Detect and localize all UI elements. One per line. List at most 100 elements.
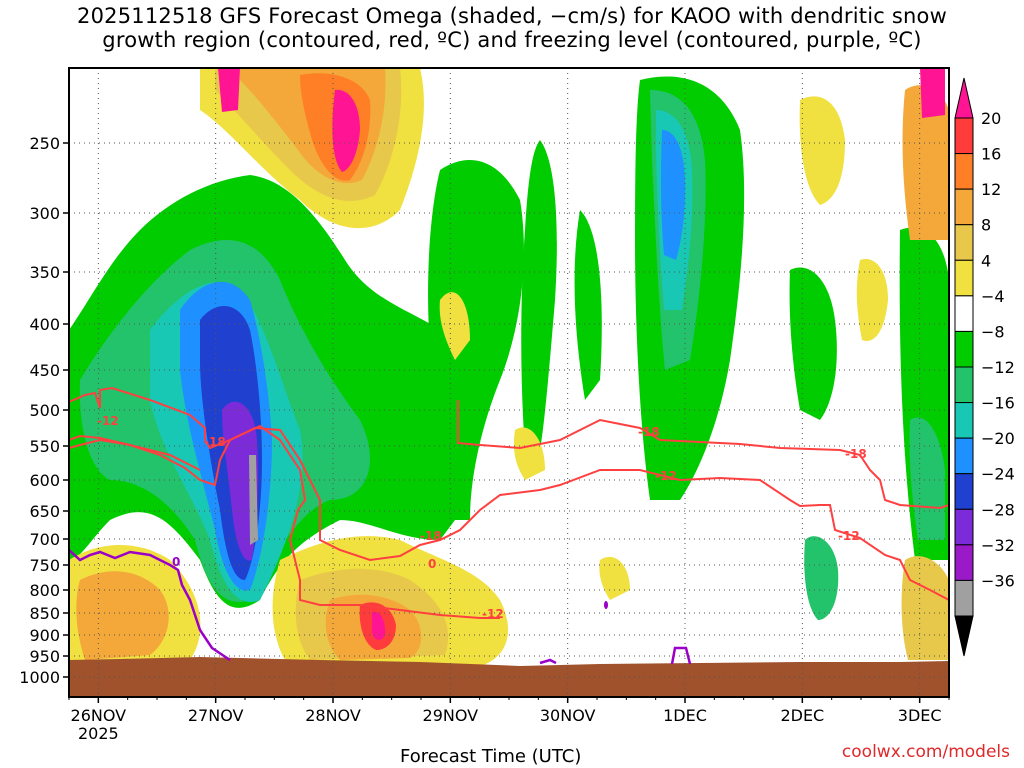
omega-region-dec3-orange bbox=[902, 85, 949, 241]
y-axis: 250 300 350 400 450 500 550 600 650 700 750 800 850 9… bbox=[19, 134, 69, 687]
contour-freezing-level-dot bbox=[604, 601, 608, 609]
colorbar-swatch bbox=[954, 224, 974, 261]
y-tick-label: 950 bbox=[29, 647, 60, 666]
title-line-1: 2025112518 GFS Forecast Omega (shaded, −… bbox=[77, 4, 947, 28]
omega-region-mid-green-2 bbox=[521, 140, 557, 450]
colorbar-label: 8 bbox=[981, 216, 991, 235]
y-tick-label: 700 bbox=[29, 530, 60, 549]
title-line-2: growth region (contoured, red, ºC) and f… bbox=[102, 28, 922, 52]
omega-region-mid-yellow-3 bbox=[599, 556, 630, 600]
colorbar-label: −36 bbox=[981, 571, 1015, 590]
contour-label-minus-12-far: -12 bbox=[838, 529, 860, 543]
y-tick-label: 450 bbox=[29, 361, 60, 380]
omega-region-upper-pink-2 bbox=[218, 68, 240, 112]
y-tick-label: 300 bbox=[29, 204, 60, 223]
contour-label-minus-12-mid: -12 bbox=[482, 607, 504, 621]
x-tick-label: 2DEC bbox=[780, 706, 824, 725]
omega-region-mid-green bbox=[428, 160, 524, 520]
x-axis-title: Forecast Time (UTC) bbox=[400, 746, 582, 767]
colorbar-swatch bbox=[954, 402, 974, 439]
grid bbox=[69, 68, 949, 697]
contour-label-minus-12-east: -12 bbox=[655, 469, 677, 483]
y-tick-label: 250 bbox=[29, 134, 60, 153]
y-tick-label: 600 bbox=[29, 471, 60, 490]
contour-freezing-level bbox=[69, 549, 231, 662]
omega-region-dec2-yellow-2 bbox=[856, 259, 888, 341]
omega-region-dec2-yellow bbox=[799, 96, 845, 205]
omega-region-upper-pink bbox=[332, 89, 360, 172]
contour-freezing-level-dec1 bbox=[670, 646, 692, 665]
contour-label-minus-18-mid: -18 bbox=[420, 529, 442, 543]
contour-label-minus-12-west: -12 bbox=[97, 414, 119, 428]
colorbar-label: 12 bbox=[981, 180, 1001, 199]
omega-region-low-pink bbox=[372, 611, 386, 640]
omega-field: -12 -18 -18 -12 -18 -12 -18 -12 0 0 bbox=[69, 68, 949, 697]
y-tick-label: 900 bbox=[29, 626, 60, 645]
omega-region-dec3-pink bbox=[920, 68, 945, 118]
contour-freezing-level-nov30 bbox=[539, 658, 557, 665]
colorbar-bottom-arrow bbox=[954, 615, 974, 657]
colorbar-label: −12 bbox=[981, 358, 1015, 377]
colorbar-label: −20 bbox=[981, 429, 1015, 448]
colorbar-label: −24 bbox=[981, 465, 1015, 484]
colorbar-label: 20 bbox=[981, 109, 1001, 128]
omega-region-dec2-green bbox=[789, 267, 837, 420]
omega-shading-layer bbox=[69, 68, 949, 668]
contour-label-minus-18-east: -18 bbox=[638, 425, 660, 439]
y-tick-label: 650 bbox=[29, 502, 60, 521]
colorbar-swatch bbox=[954, 437, 974, 475]
x-tick-label: 26NOV bbox=[71, 706, 127, 725]
credit-link[interactable]: coolwx.com/models bbox=[841, 742, 1010, 762]
x-tick-sublabel: 2025 bbox=[78, 724, 119, 743]
contour-minus-18 bbox=[69, 426, 949, 601]
y-tick-label: 500 bbox=[29, 401, 60, 420]
contour-minus-12 bbox=[69, 386, 949, 619]
omega-region-mid-green-3 bbox=[574, 210, 602, 400]
omega-region-dec1-blue bbox=[660, 130, 686, 260]
colorbar-label: −16 bbox=[981, 394, 1015, 413]
omega-region-core-gray bbox=[249, 455, 258, 545]
colorbar-label: −4 bbox=[981, 287, 1005, 306]
colorbar-swatch bbox=[954, 579, 974, 617]
contour-minus-12-upper bbox=[69, 438, 201, 471]
colorbar-label: −32 bbox=[981, 536, 1015, 555]
x-tick-label: 27NOV bbox=[188, 706, 244, 725]
colorbar-label: 16 bbox=[981, 145, 1001, 164]
omega-region-dec2-lower bbox=[804, 536, 839, 620]
x-tick-label: 1DEC bbox=[663, 706, 707, 725]
contour-label-minus-18-far: -18 bbox=[845, 447, 867, 461]
y-tick-label: 750 bbox=[29, 556, 60, 575]
colorbar-swatch bbox=[954, 330, 974, 368]
chart-title: 2025112518 GFS Forecast Omega (shaded, −… bbox=[0, 4, 1024, 52]
y-tick-label: 800 bbox=[29, 581, 60, 600]
colorbar-top-arrow bbox=[954, 77, 974, 119]
omega-region-dec3-lower-gold bbox=[901, 556, 949, 660]
colorbar-swatch bbox=[954, 188, 974, 226]
colorbar-swatch bbox=[954, 473, 974, 510]
omega-region-mid-yellow-2 bbox=[513, 427, 545, 480]
colorbar-swatch bbox=[954, 544, 974, 581]
colorbar: 20 16 12 8 4 −4 −8 −12 −16 −20 −24 −28 −32 −36 bbox=[954, 77, 1015, 657]
colorbar-label: −8 bbox=[981, 322, 1005, 341]
contour-label-freezing-0: 0 bbox=[172, 555, 180, 569]
omega-region-sw-gold bbox=[76, 571, 169, 660]
colorbar-swatch bbox=[954, 295, 974, 332]
colorbar-swatch bbox=[954, 366, 974, 404]
omega-region-dec3-teal bbox=[909, 417, 945, 540]
colorbar-swatch bbox=[954, 508, 974, 546]
y-tick-label: 850 bbox=[29, 604, 60, 623]
x-tick-label: 30NOV bbox=[540, 706, 596, 725]
colorbar-label: −28 bbox=[981, 500, 1015, 519]
x-tick-label: 29NOV bbox=[423, 706, 479, 725]
contour-label-zero-red: 0 bbox=[428, 557, 436, 571]
x-tick-label: 28NOV bbox=[305, 706, 361, 725]
omega-region-core-purple bbox=[222, 401, 259, 561]
y-tick-label: 350 bbox=[29, 263, 60, 282]
x-tick-label: 3DEC bbox=[898, 706, 942, 725]
contour-label-minus-18-west: -18 bbox=[204, 435, 226, 449]
colorbar-swatch bbox=[954, 117, 974, 155]
colorbar-swatch bbox=[954, 153, 974, 190]
y-tick-label: 550 bbox=[29, 437, 60, 456]
